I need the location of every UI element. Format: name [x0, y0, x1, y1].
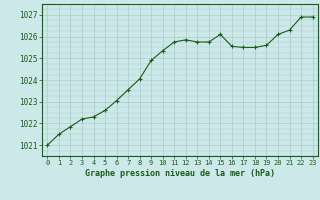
X-axis label: Graphe pression niveau de la mer (hPa): Graphe pression niveau de la mer (hPa): [85, 169, 275, 178]
